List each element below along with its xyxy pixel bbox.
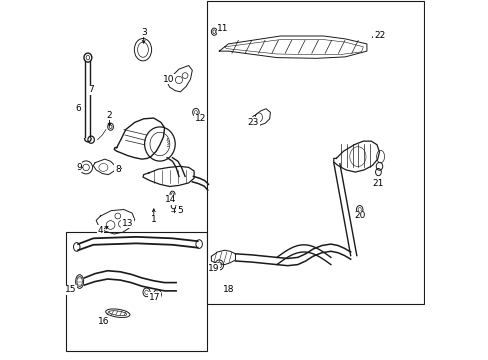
Text: 4: 4 [98, 226, 103, 235]
Text: 3: 3 [141, 28, 146, 37]
Text: 14: 14 [164, 195, 176, 204]
Bar [66, 232, 206, 351]
Text: 9: 9 [76, 163, 81, 172]
Text: 2: 2 [106, 111, 112, 120]
Bar [206, 1, 423, 304]
Text: 19: 19 [208, 264, 219, 273]
Text: 21: 21 [371, 179, 383, 188]
Text: 15: 15 [65, 285, 77, 294]
Text: 12: 12 [195, 114, 206, 123]
Text: 7: 7 [88, 85, 94, 94]
Text: 6: 6 [75, 104, 81, 112]
Text: 18: 18 [222, 285, 234, 294]
Text: 20: 20 [353, 211, 365, 220]
Text: 22: 22 [373, 31, 385, 40]
Text: 11: 11 [217, 24, 228, 33]
Text: 17: 17 [148, 292, 160, 302]
Text: 10: 10 [163, 75, 174, 84]
Text: 23: 23 [247, 118, 259, 127]
Text: 1: 1 [151, 215, 156, 224]
Text: 13: 13 [122, 219, 133, 228]
Text: 5: 5 [177, 206, 182, 215]
Text: 8: 8 [115, 165, 121, 174]
Text: 16: 16 [98, 317, 110, 325]
